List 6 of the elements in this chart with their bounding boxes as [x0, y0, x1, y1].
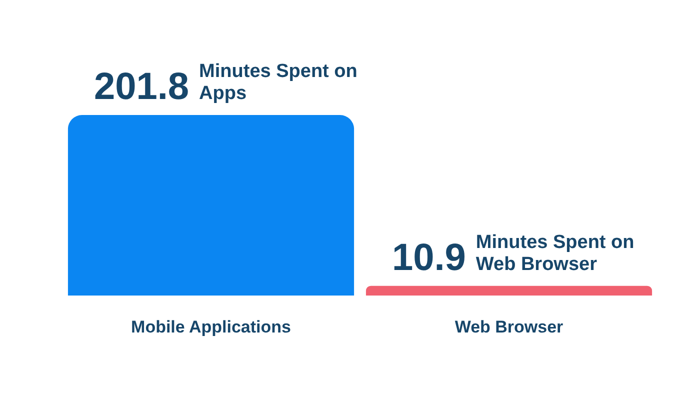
- annotation: Minutes Spent on Web Browser: [476, 232, 634, 275]
- annotation: Minutes Spent on Apps: [199, 61, 358, 104]
- data-label: 201.8: [94, 66, 190, 108]
- x-tick-label: Web Browser: [454, 317, 564, 336]
- x-tick-label: Mobile Applications: [131, 317, 291, 336]
- data-label: 10.9: [392, 236, 466, 279]
